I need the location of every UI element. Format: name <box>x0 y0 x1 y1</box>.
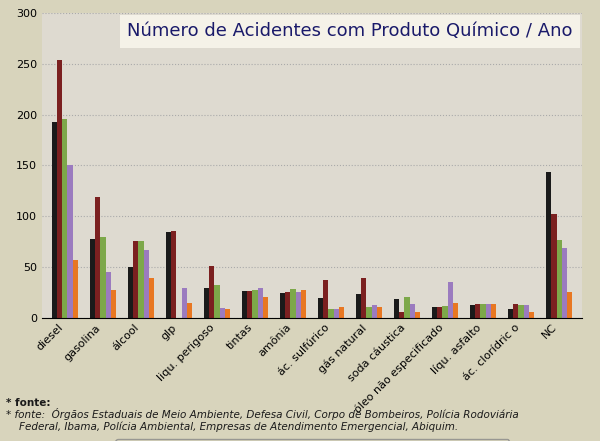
Bar <box>296 292 301 318</box>
Bar <box>62 119 67 318</box>
Bar <box>280 293 285 318</box>
Bar <box>323 280 328 318</box>
Bar <box>182 288 187 318</box>
Bar <box>111 290 116 318</box>
Bar <box>361 278 367 318</box>
Bar <box>567 292 572 318</box>
Bar <box>513 304 518 318</box>
Bar <box>73 260 78 318</box>
Bar <box>404 297 410 318</box>
Bar <box>225 310 230 318</box>
Bar <box>133 242 138 318</box>
Bar <box>89 239 95 318</box>
Text: * fonte:  Órgãos Estaduais de Meio Ambiente, Defesa Civil, Corpo de Bombeiros, P: * fonte: Órgãos Estaduais de Meio Ambien… <box>6 408 519 432</box>
Bar <box>95 197 100 318</box>
Bar <box>52 122 57 318</box>
Bar <box>557 240 562 318</box>
Bar <box>551 214 557 318</box>
Text: Número de Acidentes com Produto Químico / Ano: Número de Acidentes com Produto Químico … <box>127 22 572 41</box>
Bar <box>171 231 176 318</box>
Bar <box>67 165 73 318</box>
Bar <box>394 299 399 318</box>
Bar <box>203 288 209 318</box>
Legend: 2006, 2007, 2008, 2009, 2010: 2006, 2007, 2008, 2009, 2010 <box>115 439 509 441</box>
Bar <box>437 307 442 318</box>
Bar <box>442 306 448 318</box>
Bar <box>415 312 421 318</box>
Bar <box>263 297 268 318</box>
Bar <box>481 304 486 318</box>
Bar <box>149 278 154 318</box>
Bar <box>187 303 192 318</box>
Bar <box>339 307 344 318</box>
Bar <box>285 292 290 318</box>
Bar <box>143 250 149 318</box>
Bar <box>524 305 529 318</box>
Bar <box>453 303 458 318</box>
Bar <box>529 312 535 318</box>
Bar <box>518 305 524 318</box>
Bar <box>372 305 377 318</box>
Bar <box>367 307 372 318</box>
Bar <box>209 266 214 318</box>
Bar <box>301 290 306 318</box>
Bar <box>486 304 491 318</box>
Bar <box>247 291 252 318</box>
Bar <box>220 308 225 318</box>
Bar <box>290 289 296 318</box>
Bar <box>106 272 111 318</box>
Bar <box>410 304 415 318</box>
Bar <box>546 172 551 318</box>
Bar <box>508 310 513 318</box>
Bar <box>470 305 475 318</box>
Bar <box>562 247 567 318</box>
Bar <box>257 288 263 318</box>
Bar <box>491 304 496 318</box>
Bar <box>432 307 437 318</box>
Bar <box>128 267 133 318</box>
Bar <box>448 282 453 318</box>
Bar <box>138 242 143 318</box>
Text: * fonte:: * fonte: <box>6 398 50 408</box>
Bar <box>166 232 171 318</box>
Bar <box>100 237 106 318</box>
Bar <box>252 290 257 318</box>
Bar <box>214 285 220 318</box>
Bar <box>377 307 382 318</box>
Bar <box>57 60 62 318</box>
Bar <box>334 310 339 318</box>
Bar <box>242 291 247 318</box>
Bar <box>475 304 481 318</box>
Bar <box>328 310 334 318</box>
Bar <box>356 294 361 318</box>
Bar <box>318 298 323 318</box>
Bar <box>399 312 404 318</box>
